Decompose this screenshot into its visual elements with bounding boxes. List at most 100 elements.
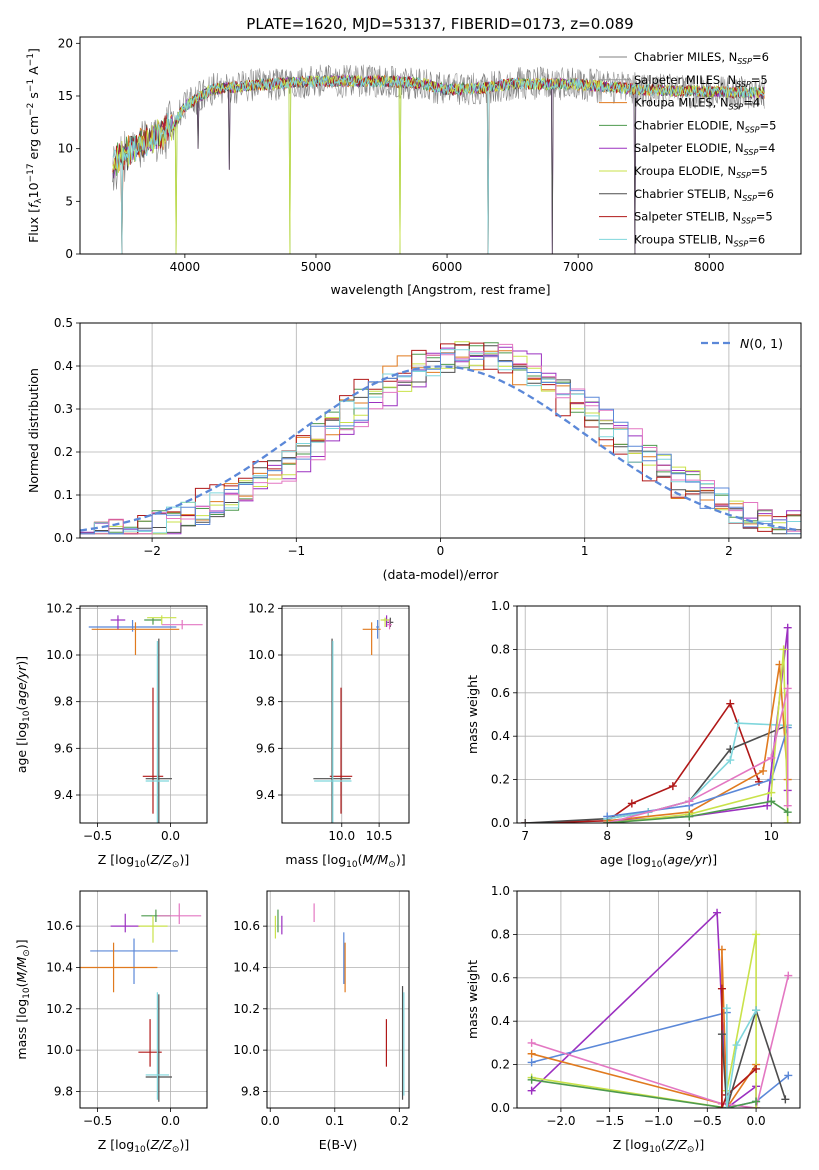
label-part: age/yr — [667, 852, 708, 867]
weight-marker — [752, 1006, 761, 1015]
x-tick-label: −1 — [287, 544, 305, 558]
y-tick-label: 15 — [58, 89, 73, 103]
y-tick-label: 0.1 — [54, 488, 73, 502]
x-tick-label: −1.0 — [644, 1114, 673, 1128]
weight-line — [531, 1011, 789, 1108]
errorbar-point-9 — [161, 620, 203, 630]
x-axis-label: wavelength [Angstrom, rest frame] — [330, 282, 550, 297]
weight-marker — [527, 1049, 536, 1058]
x-tick-label: 7 — [521, 829, 529, 843]
legend-entry: Chabrier MILES, NSSP=6 — [634, 50, 769, 66]
weight-marker — [752, 930, 761, 939]
y-tick-label: 10.0 — [46, 648, 73, 662]
weight-marker — [767, 753, 776, 762]
weight-marker — [754, 777, 763, 786]
label-part: ⊙ — [687, 1145, 695, 1155]
y-tick-label: 0.6 — [491, 971, 510, 985]
age-vs-z-panel: −0.5 0.09.49.69.810.010.2Z [log10(Z/Z⊙)]a… — [14, 601, 208, 870]
weight-marker — [713, 908, 722, 917]
legend-count: =4 — [758, 141, 775, 155]
weight-line — [721, 988, 757, 1108]
label-part: ( — [661, 1137, 666, 1152]
legend-sub: SSP — [729, 103, 744, 112]
weight-marker — [722, 1104, 731, 1108]
errorbar-point-9 — [145, 992, 170, 1100]
x-axis-label: Z [log10(Z/Z⊙)] — [613, 1137, 704, 1155]
axes-frame — [79, 36, 802, 255]
legend-sub: SSP — [741, 217, 756, 226]
weight-marker — [732, 1041, 741, 1050]
x-tick-label: 10.0 — [328, 829, 355, 843]
age-vs-mass-panel: 10.0 10.5 9.4 9.6 9.8 10.0 10.2 mass [log10(M/M… — [248, 601, 410, 870]
label-part: ( — [358, 852, 363, 867]
x-tick-label: 0.0 — [161, 829, 180, 843]
legend-name: Kroupa ELODIE, N — [634, 164, 736, 178]
spectrum-series-9 — [112, 75, 765, 254]
label-part: λ — [34, 198, 44, 204]
errorbar-point-6 — [157, 903, 202, 925]
histogram-series-8 — [80, 343, 801, 535]
x-tick-label: −0.5 — [83, 1114, 112, 1128]
label-part: ( — [14, 982, 29, 987]
weight-marker — [726, 756, 735, 765]
weight-series-1 — [521, 699, 763, 823]
y-tick-label: 0.8 — [491, 642, 510, 656]
label-part: −2 — [26, 103, 36, 116]
x-tick-label: −0.5 — [693, 1114, 722, 1128]
legend-name: Salpeter MILES, N — [634, 73, 736, 87]
y-tick-label: 20 — [58, 36, 73, 50]
weight-marker — [783, 623, 792, 632]
mass-weight-vs-z-panel: −2.0 −1.5 −1.0 −0.5 0.0 0.0 0.2 0.4 0.6 0.8 1.0 Z [… — [465, 884, 801, 1155]
weight-marker — [752, 1097, 761, 1106]
errorbar-point-2 — [145, 638, 172, 823]
errorbar-point-8 — [145, 994, 172, 1102]
x-tick-label: 6000 — [432, 260, 463, 274]
y-tick-label: 0.0 — [491, 816, 510, 830]
weight-series-2 — [521, 721, 792, 823]
weight-marker — [527, 1058, 536, 1067]
y-tick-label: 0.2 — [491, 773, 510, 787]
axes-frame — [516, 890, 801, 1109]
weight-marker — [627, 799, 636, 808]
figure-title: PLATE=1620, MJD=53137, FIBERID=0173, z=0… — [246, 15, 633, 33]
errorbar-point-6 — [110, 615, 126, 630]
legend-count: =4 — [743, 96, 760, 110]
axes-frame — [79, 605, 208, 824]
legend-name: Salpeter STELIB, N — [634, 210, 741, 224]
legend-name: Kroupa STELIB, N — [634, 232, 734, 246]
weight-line — [725, 1008, 757, 1108]
legend-sub: SSP — [744, 148, 759, 157]
errorbar-point-7 — [380, 617, 390, 627]
errorbars — [80, 903, 202, 1102]
label-part: ⊙ — [22, 949, 32, 957]
legend-sub: SSP — [736, 80, 751, 89]
x-tick-label: 0.1 — [325, 1114, 344, 1128]
legend-count: =5 — [760, 118, 777, 132]
errorbar-point-3 — [314, 641, 352, 823]
label-part: age/yr — [14, 665, 29, 706]
weight-marker — [784, 971, 793, 980]
legend-symbol: N — [740, 336, 750, 351]
x-axis-label: Z [log10(Z/Z⊙)] — [98, 852, 189, 870]
legend-count: =6 — [748, 232, 765, 246]
x-tick-label: 7000 — [563, 260, 594, 274]
label-part: s — [26, 92, 41, 103]
legend-count: =6 — [757, 187, 774, 201]
label-part: age [log — [600, 852, 651, 867]
label-part: 10 — [22, 710, 32, 722]
weight-marker — [781, 1095, 790, 1104]
label-part: Z/Z — [150, 1137, 173, 1152]
weight-marker — [734, 719, 743, 728]
weight-marker — [668, 782, 677, 791]
errorbar-point-7 — [144, 617, 162, 625]
axes-frame — [266, 890, 410, 1109]
errorbars — [313, 615, 394, 823]
weight-series-9 — [722, 1004, 761, 1108]
label-part: E(B-V) — [319, 1137, 358, 1152]
y-tick-label: 10.4 — [233, 960, 260, 974]
y-tick-label: 10.2 — [248, 601, 275, 615]
weight-marker — [767, 788, 776, 797]
errorbar-point-3 — [110, 913, 140, 933]
weight-marker — [717, 945, 726, 954]
